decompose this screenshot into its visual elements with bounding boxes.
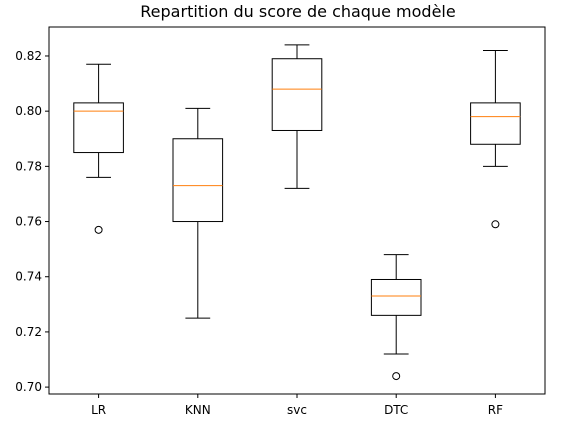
box-body (73, 102, 124, 154)
x-axis: LR KNN svc DTC RF (91, 394, 503, 417)
x-tick-label: svc (287, 403, 307, 417)
y-tick-label: 0.76 (15, 215, 42, 229)
box-svc (271, 44, 323, 189)
x-tick-label: RF (488, 403, 503, 417)
box-body (172, 138, 224, 223)
box-body (470, 102, 521, 145)
outlier-point (94, 225, 103, 234)
box-body (370, 278, 422, 316)
y-tick-label: 0.82 (15, 49, 42, 63)
y-tick-label: 0.80 (15, 104, 42, 118)
y-tick-label: 0.74 (15, 270, 42, 284)
y-tick-label: 0.78 (15, 159, 42, 173)
chart-title: Repartition du score de chaque modèle (140, 2, 455, 21)
plot-frame (48, 26, 546, 395)
box-dtc (370, 254, 422, 381)
box-lr (73, 63, 124, 234)
outlier-point (491, 220, 500, 229)
box-knn (172, 107, 224, 319)
outlier-point (392, 372, 401, 381)
box-body (271, 58, 323, 131)
x-tick-label: DTC (384, 403, 408, 417)
y-tick-label: 0.72 (15, 325, 42, 339)
boxes (73, 44, 521, 381)
y-axis: 0.70 0.72 0.74 0.76 0.78 0.80 0.82 (15, 49, 49, 394)
box-rf (470, 49, 521, 229)
y-tick-label: 0.70 (15, 380, 42, 394)
x-tick-label: KNN (185, 403, 211, 417)
x-tick-label: LR (91, 403, 106, 417)
